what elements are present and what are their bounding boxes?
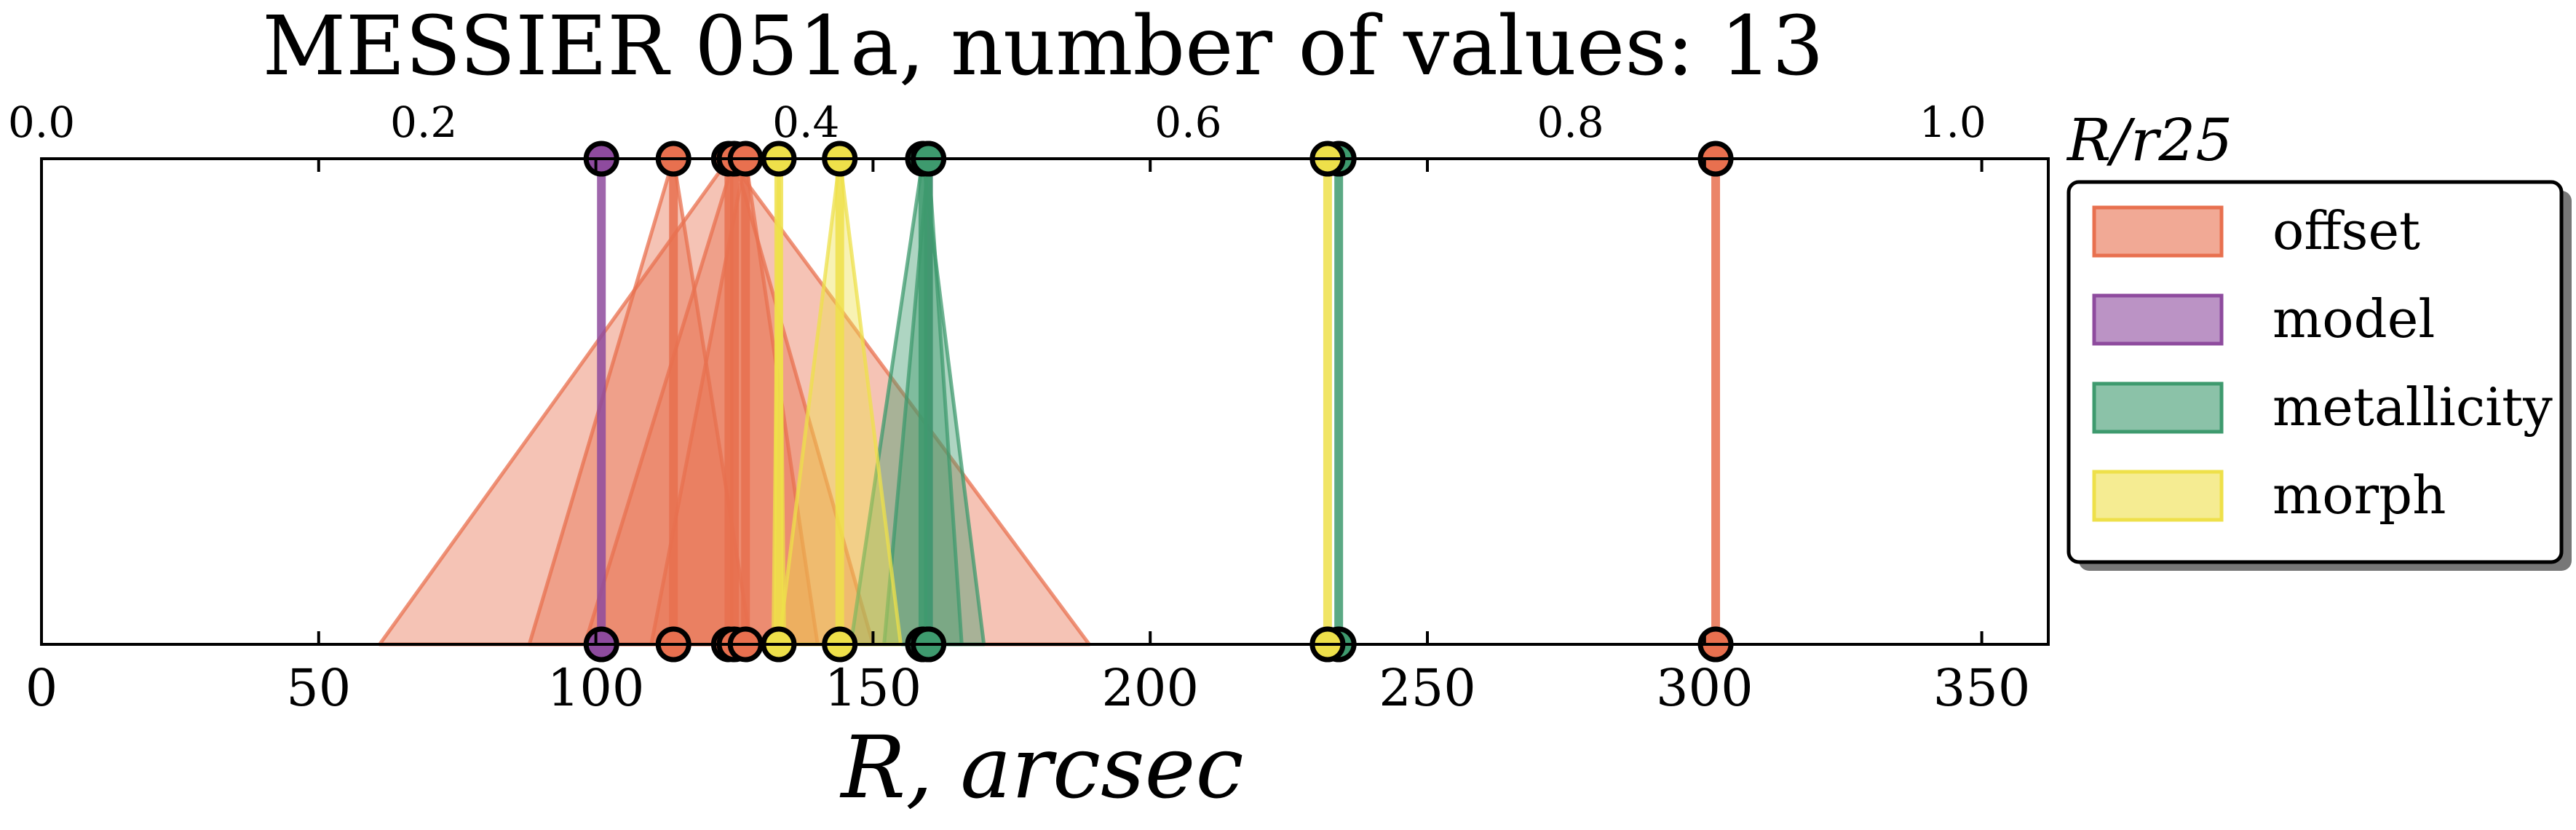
top-tick-label: 0.8	[1537, 98, 1604, 147]
top-tick-label: 1.0	[1919, 98, 1986, 147]
legend-swatch-morph	[2092, 470, 2224, 522]
x-axis-label: R, arcsec	[839, 717, 1243, 818]
legend-box	[2066, 180, 2564, 564]
chart-title: MESSIER 051a, number of values: 13	[262, 0, 1823, 94]
top-tick-label: 0.2	[390, 98, 457, 147]
legend-label-offset: offset	[2272, 200, 2420, 261]
bottom-tick-label: 0	[25, 658, 58, 718]
bottom-tick-label: 100	[547, 658, 645, 718]
legend-label-model: model	[2272, 288, 2435, 349]
data-marks	[378, 141, 1734, 663]
top-axis-label: R/r25	[2066, 106, 2232, 174]
bottom-tick-label: 350	[1933, 658, 2031, 718]
plot-area	[40, 141, 2050, 663]
top-axis-ticks: 0.0 0.2 0.4 0.6 0.8 1.0	[8, 98, 1986, 147]
legend: offset model metallicity morph	[2066, 180, 2572, 571]
top-tick-label: 0.0	[8, 98, 75, 147]
legend-label-metallicity: metallicity	[2272, 376, 2553, 438]
top-tick-label: 0.4	[772, 98, 839, 147]
plot-frame	[40, 157, 2050, 646]
legend-swatch-model	[2092, 293, 2224, 346]
bottom-tick-label: 150	[825, 658, 922, 718]
plot-background	[41, 159, 2048, 644]
bottom-tick-label: 300	[1656, 658, 1753, 718]
bottom-axis-ticks: 0 50 100 150 200 250 300 350	[25, 159, 2031, 718]
bottom-tick-label: 250	[1379, 658, 1476, 718]
legend-swatch-metallicity	[2092, 382, 2224, 434]
legend-items: offset model metallicity morph	[2092, 200, 2553, 526]
bottom-tick-label: 200	[1101, 658, 1199, 718]
legend-label-morph: morph	[2272, 465, 2446, 526]
legend-swatch-offset	[2092, 205, 2224, 258]
top-tick-label: 0.6	[1154, 98, 1221, 147]
bottom-tick-label: 50	[286, 658, 351, 718]
